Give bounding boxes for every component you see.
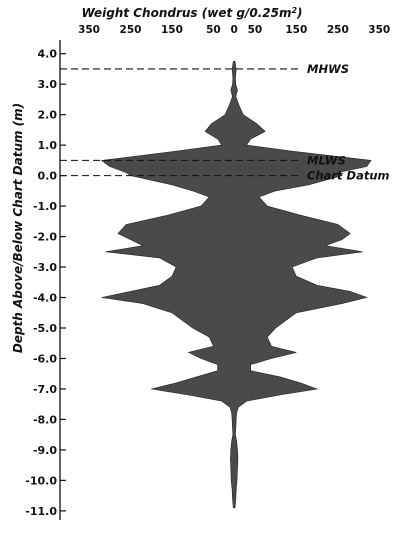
top-tick-label: 0 [230,24,237,36]
y-tick-label: -10.0 [25,474,57,487]
x-axis-title: Weight Chondrus (wet g/0.25m2) [81,6,302,21]
reference-label: Chart Datum [307,169,390,183]
reference-label: MLWS [307,153,346,167]
top-tick-label: 50 [206,24,221,36]
top-tick-label: 250 [120,24,142,36]
top-tick-label: 250 [327,24,349,36]
top-tick-label: 350 [368,24,390,36]
top-tick-label: 150 [285,24,307,36]
y-tick-label: -2.0 [33,231,57,244]
y-tick-label: 3.0 [38,78,58,91]
top-axis-ticks: 350 250 150 50 0 50 150 250 350 [78,24,390,36]
y-tick-label: -3.0 [33,261,57,274]
y-tick-label: -6.0 [33,352,57,365]
y-tick-label: 1.0 [38,139,58,152]
y-tick-label: -11.0 [25,505,57,518]
top-tick-label: 150 [161,24,183,36]
y-tick-label: -8.0 [33,413,57,426]
tide-reference-lines: MHWS MLWS Chart Datum [60,62,390,183]
top-tick-label: 350 [78,24,100,36]
y-tick-label: -1.0 [33,200,57,213]
y-tick-label: -7.0 [33,383,57,396]
y-axis-title: Depth Above/Below Chart Datum (m) [11,103,25,353]
y-tick-label: 2.0 [38,109,58,122]
y-tick-label: -5.0 [33,322,57,335]
y-tick-label: -4.0 [33,292,57,305]
y-tick-label: 4.0 [38,48,58,61]
reference-label: MHWS [307,62,349,76]
top-tick-label: 50 [248,24,263,36]
y-tick-label: -9.0 [33,444,57,457]
biomass-profile-area [100,61,372,509]
y-tick-label: 0.0 [38,170,58,183]
y-axis-ticks: 4.0 3.0 2.0 1.0 0.0 -1.0 -2.0 -3.0 -4.0 -5.0 -6.0 -… [25,48,66,518]
